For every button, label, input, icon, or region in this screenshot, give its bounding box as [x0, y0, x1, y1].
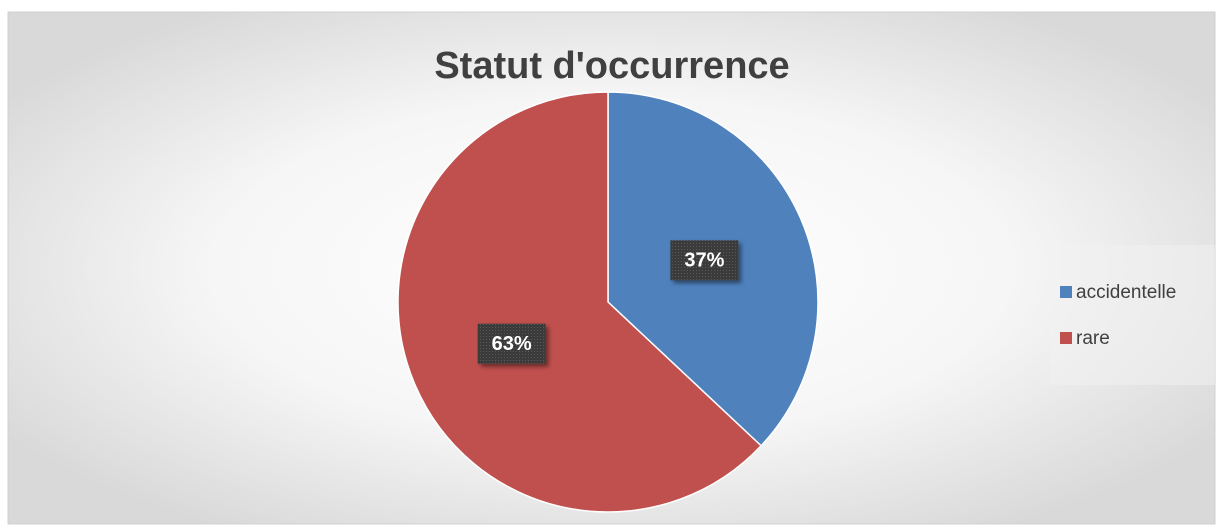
- legend-swatch: [1060, 332, 1072, 344]
- data-label: 63%: [492, 333, 532, 355]
- pie-slice: [397, 91, 763, 513]
- data-label: 37%: [684, 250, 724, 272]
- data-label-box: [477, 323, 546, 364]
- legend-box: [1050, 245, 1215, 385]
- legend-label: accidentelle: [1076, 282, 1176, 303]
- legend-swatch: [1060, 286, 1072, 298]
- data-label-box: [670, 240, 739, 281]
- legend-label: rare: [1076, 328, 1110, 349]
- chart-title: Statut d'occurrence: [434, 45, 789, 87]
